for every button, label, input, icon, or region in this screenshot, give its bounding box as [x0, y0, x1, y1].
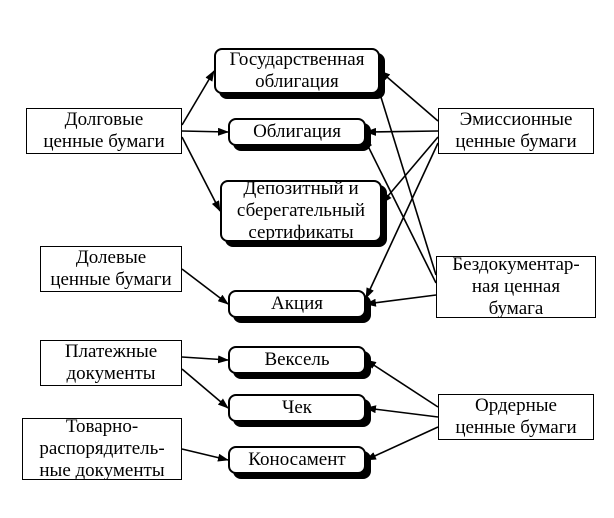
node-label: Депозитный и сберегательный сертификаты	[237, 178, 365, 244]
edge-e16	[366, 408, 438, 417]
right-node-r3: Ордерные ценные бумаги	[438, 394, 594, 440]
center-node-c3: Депозитный и сберегательный сертификаты	[220, 180, 382, 242]
edge-e6	[182, 369, 228, 408]
edge-e12	[376, 81, 436, 275]
edge-e10	[382, 137, 438, 203]
node-label: Ордерные ценные бумаги	[455, 395, 576, 439]
node-label: Государственная облигация	[230, 49, 365, 93]
edge-e8	[380, 71, 438, 121]
edge-e3	[182, 137, 220, 211]
edge-e14	[366, 295, 436, 304]
left-node-l2: Долевые ценные бумаги	[40, 246, 182, 292]
right-node-r2: Бездокументар- ная ценная бумага	[436, 256, 596, 318]
left-node-l1: Долговые ценные бумаги	[26, 108, 182, 154]
node-label: Акция	[271, 293, 323, 315]
node-label: Коносамент	[248, 449, 345, 471]
edge-e4	[182, 269, 228, 304]
left-node-l3: Платежные документы	[40, 340, 182, 386]
node-label: Облигация	[253, 121, 341, 143]
diagram-stage: Долговые ценные бумаги Долевые ценные бум…	[0, 0, 614, 518]
node-label: Товарно- распорядитель- ные документы	[39, 416, 164, 482]
edge-e2	[182, 131, 228, 132]
center-node-c4: Акция	[228, 290, 366, 318]
right-node-r1: Эмиссионные ценные бумаги	[438, 108, 594, 154]
edge-e15	[366, 360, 438, 407]
center-node-c5: Вексель	[228, 346, 366, 374]
node-label: Вексель	[264, 349, 329, 371]
node-label: Бездокументар- ная ценная бумага	[452, 254, 580, 320]
left-node-l4: Товарно- распорядитель- ные документы	[22, 418, 182, 480]
center-node-c2: Облигация	[228, 118, 366, 146]
edge-e5	[182, 357, 228, 360]
node-label: Долевые ценные бумаги	[50, 247, 171, 291]
edge-e17	[366, 427, 438, 460]
node-label: Долговые ценные бумаги	[43, 109, 164, 153]
edge-e9	[366, 131, 438, 132]
node-label: Эмиссионные ценные бумаги	[455, 109, 576, 153]
node-label: Чек	[282, 397, 312, 419]
center-node-c7: Коносамент	[228, 446, 366, 474]
center-node-c6: Чек	[228, 394, 366, 422]
center-node-c1: Государственная облигация	[214, 48, 380, 94]
node-label: Платежные документы	[65, 341, 157, 385]
edge-e1	[182, 71, 214, 125]
edge-e7	[182, 449, 228, 460]
